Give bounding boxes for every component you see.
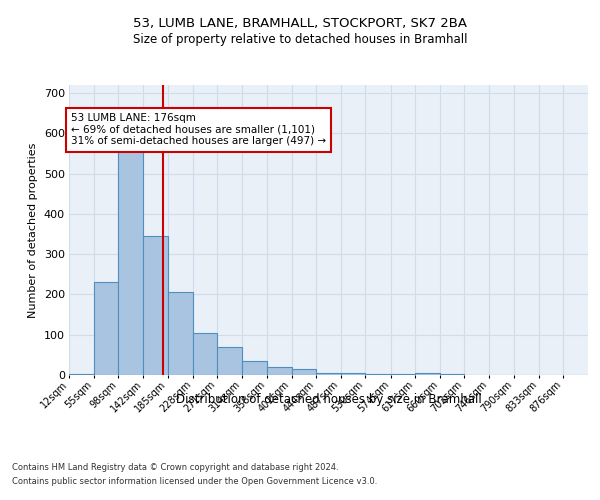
Text: Contains public sector information licensed under the Open Government Licence v3: Contains public sector information licen… — [12, 478, 377, 486]
Bar — [94, 282, 118, 375]
Text: Size of property relative to detached houses in Bramhall: Size of property relative to detached ho… — [133, 32, 467, 46]
Text: Contains HM Land Registry data © Crown copyright and database right 2024.: Contains HM Land Registry data © Crown c… — [12, 462, 338, 471]
Bar — [440, 374, 464, 375]
Bar — [292, 369, 316, 375]
Text: 53, LUMB LANE, BRAMHALL, STOCKPORT, SK7 2BA: 53, LUMB LANE, BRAMHALL, STOCKPORT, SK7 … — [133, 18, 467, 30]
Bar — [365, 374, 391, 375]
Bar — [242, 361, 267, 375]
Bar — [341, 373, 365, 375]
Bar — [168, 292, 193, 375]
Bar — [143, 236, 168, 375]
Bar — [69, 374, 94, 375]
Text: Distribution of detached houses by size in Bramhall: Distribution of detached houses by size … — [176, 392, 482, 406]
Bar — [316, 373, 341, 375]
Text: 53 LUMB LANE: 176sqm
← 69% of detached houses are smaller (1,101)
31% of semi-de: 53 LUMB LANE: 176sqm ← 69% of detached h… — [71, 113, 326, 146]
Bar — [118, 126, 143, 375]
Bar — [415, 373, 440, 375]
Bar — [217, 347, 242, 375]
Y-axis label: Number of detached properties: Number of detached properties — [28, 142, 38, 318]
Bar — [193, 332, 217, 375]
Bar — [391, 374, 415, 375]
Bar — [267, 367, 292, 375]
